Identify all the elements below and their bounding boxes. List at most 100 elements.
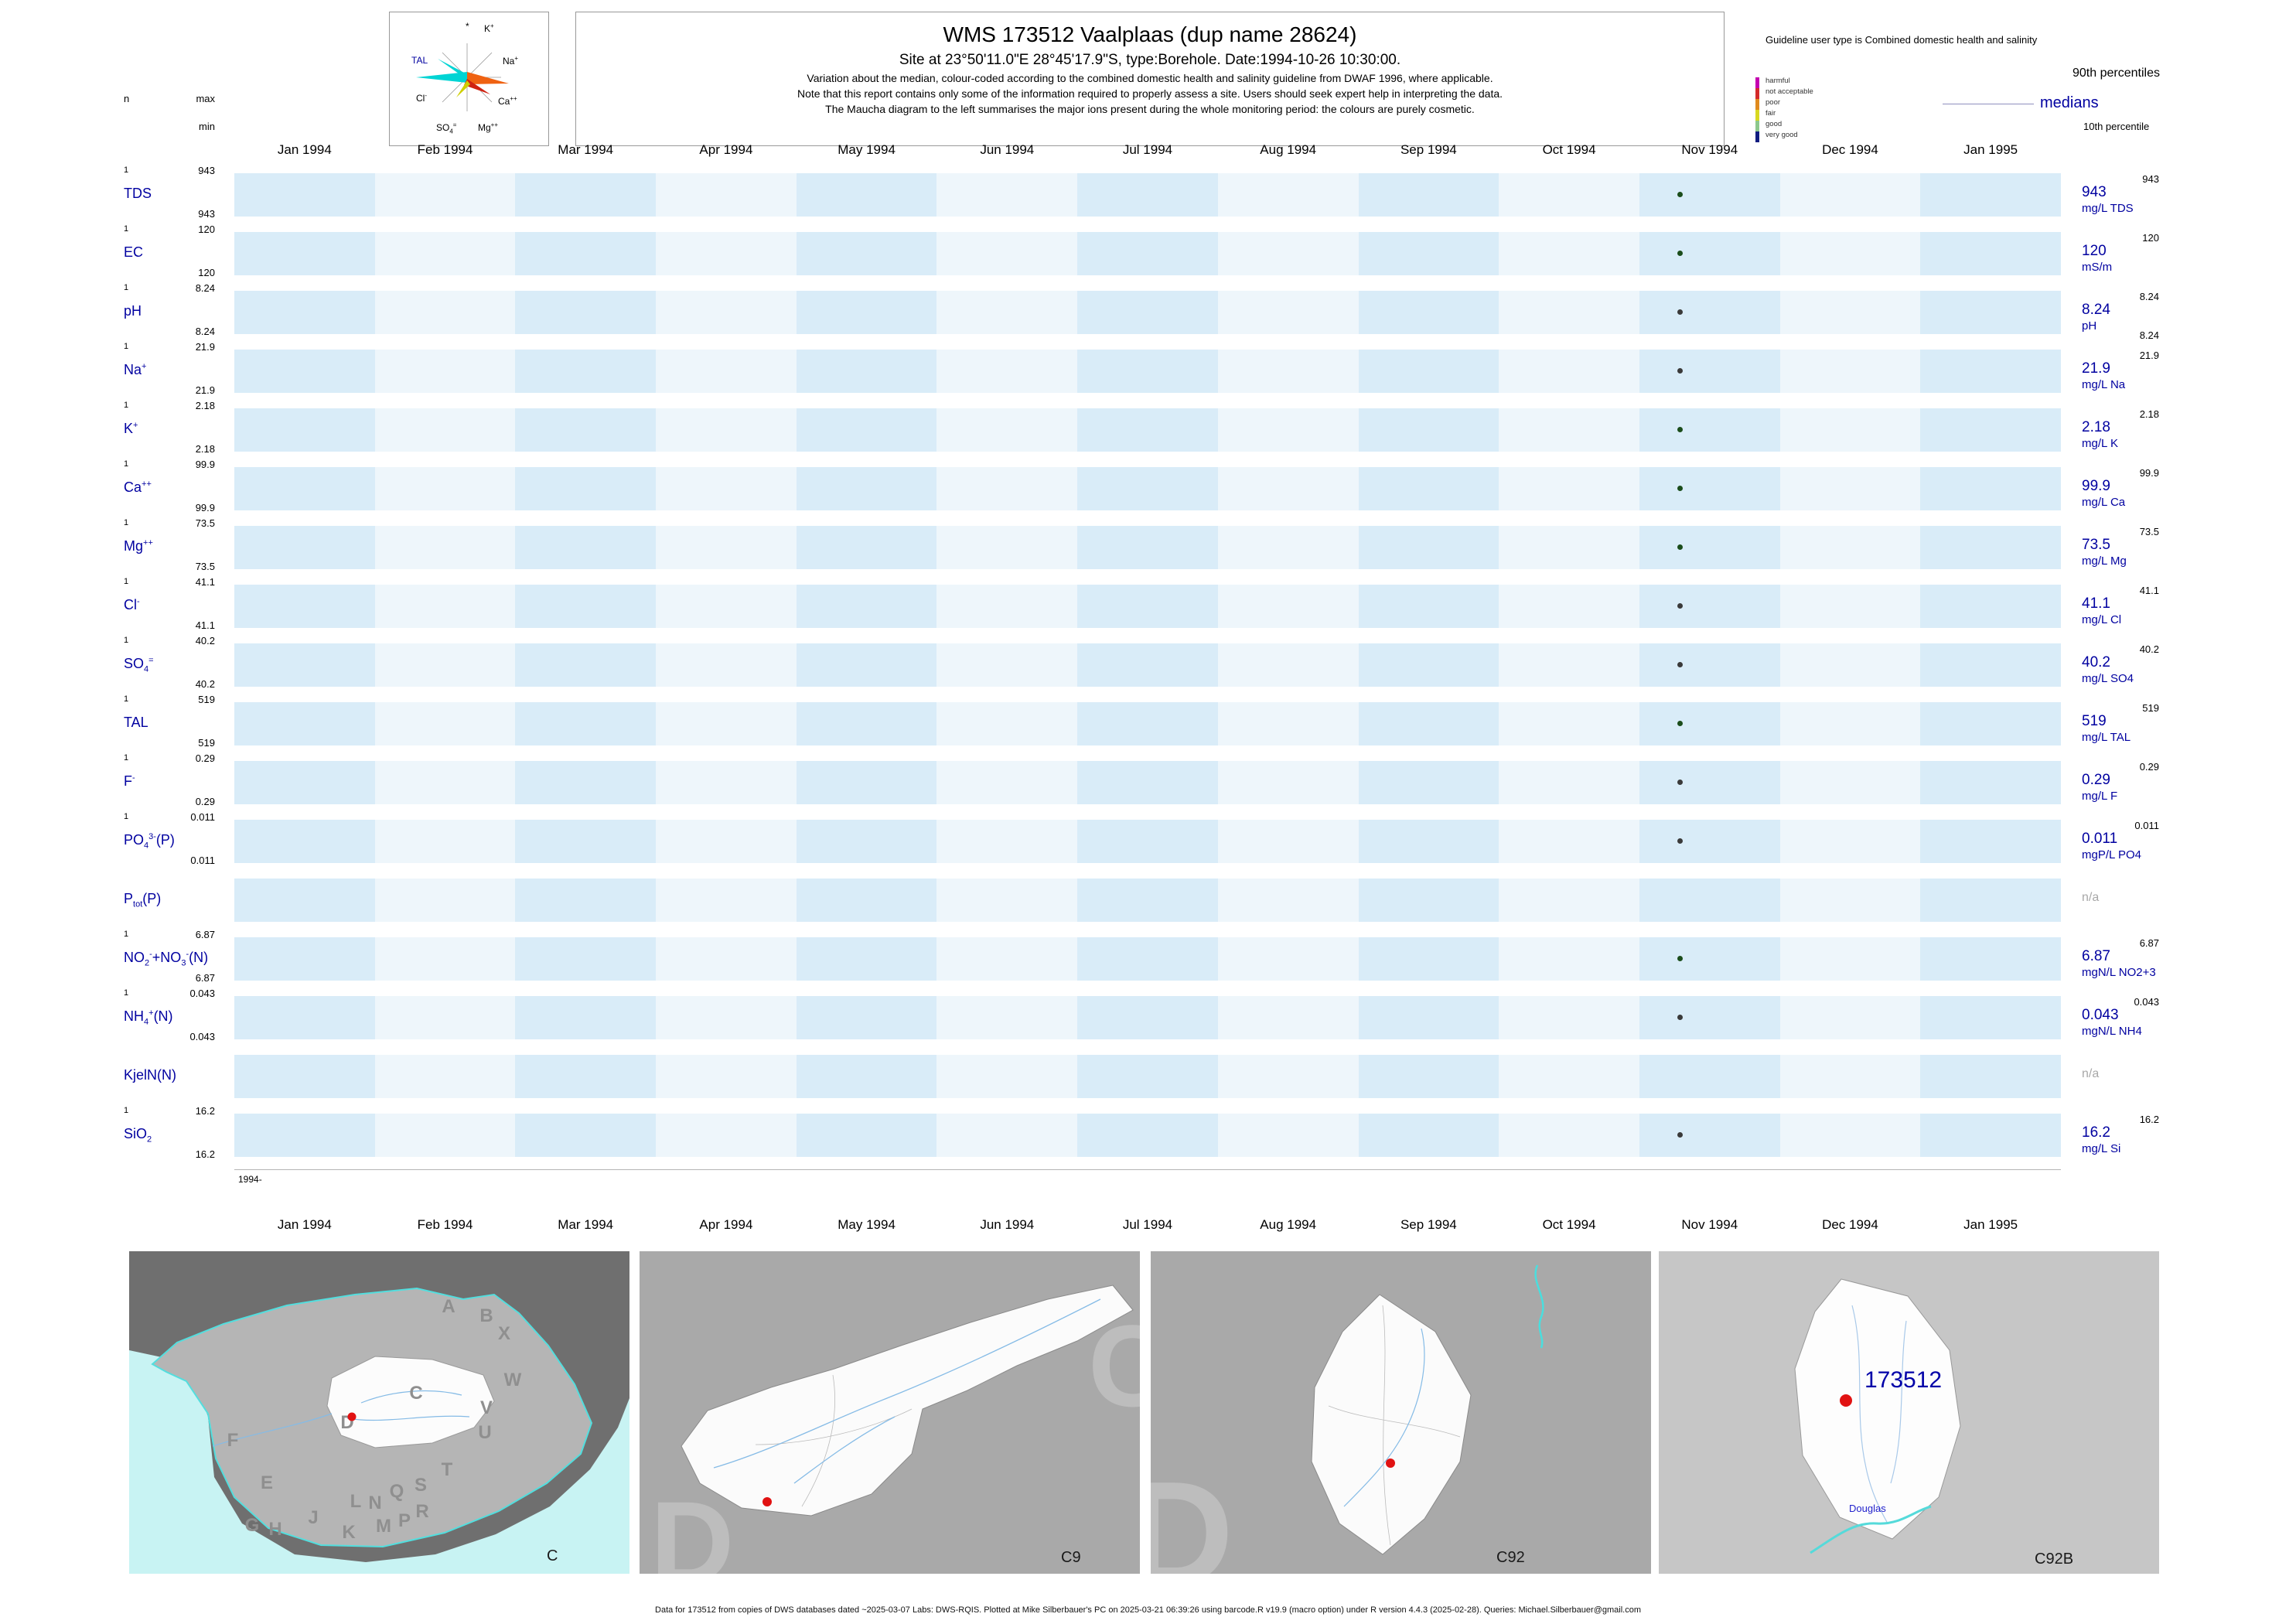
plot-band [234,1114,2061,1157]
month-cell [1499,937,1639,981]
month-header: Dec 1994 [1822,1217,1878,1232]
plot-band [234,232,2061,275]
month-cell [1499,173,1639,217]
max-value: 0.29 [195,752,215,764]
river-lines [713,1298,1101,1484]
month-cell [234,408,375,452]
p90-value: 519 [2142,702,2159,714]
param-label-ph: pH [124,303,142,319]
month-header: Jul 1994 [1122,142,1173,157]
legend-color-very-good [1755,131,1759,142]
site-marker [762,1497,772,1506]
month-cell [1077,702,1218,745]
sample-count: 1 [124,518,129,527]
median-value: 41.1 [2082,595,2110,612]
month-cell [1920,173,2061,217]
param-label-k: K+ [124,421,138,436]
month-cell [234,761,375,804]
month-cell [1217,937,1359,981]
p90-value: 943 [2142,173,2159,185]
month-header: Aug 1994 [1260,1217,1317,1232]
month-cell [1639,350,1780,393]
month-header: Jun 1994 [980,142,1035,157]
maucha-label-tal: TAL [411,55,428,66]
month-cell [1499,232,1639,275]
param-row-ph: pH 1 8.24 8.24 8.24 8.24 pH 8.24 [0,281,2296,341]
month-header: Jan 1994 [277,1217,332,1232]
data-point [1677,368,1683,374]
param-row-f: F- 1 0.29 0.29 0.29 0.29 mg/L F [0,752,2296,810]
region-letter-T: T [442,1459,453,1480]
data-point [1677,603,1683,609]
data-point [1677,838,1683,844]
month-cell [656,408,797,452]
month-header: Oct 1994 [1542,142,1596,157]
month-cell [796,761,937,804]
month-cell [1639,996,1780,1039]
param-label-no2no3: NO2-+NO3-(N) [124,950,209,968]
month-cell [1217,702,1359,745]
p90-value: 8.24 [2139,291,2159,302]
p90-value: 0.29 [2139,761,2159,773]
legend-color-harmful [1755,77,1759,88]
p90-value: 0.011 [2134,820,2159,831]
month-cell [1217,1114,1359,1157]
panel-label: C [547,1547,558,1564]
unit-label: mg/L F [2082,790,2118,803]
param-row-cl: Cl- 1 41.1 41.1 41.1 41.1 mg/L Cl [0,575,2296,634]
plot-band [234,643,2061,687]
min-value: 120 [198,267,215,278]
month-cell [374,350,516,393]
region-letter-K: K [342,1522,356,1543]
month-header: Jul 1994 [1122,1217,1173,1232]
month-cell [1217,526,1359,569]
month-header: Jan 1995 [1963,142,2018,157]
month-cell [656,350,797,393]
month-cell [515,467,657,510]
note-guideline: Variation about the median, colour-coded… [807,72,1493,84]
month-cell [796,820,937,863]
month-cell [374,585,516,628]
month-cell [374,408,516,452]
month-cell [1077,879,1218,922]
site-marker [1386,1459,1395,1468]
median-value: 8.24 [2082,302,2110,318]
month-cell [1077,467,1218,510]
month-cell [796,879,937,922]
month-cell [936,291,1078,334]
legend-medians: medians [2040,94,2099,111]
month-cell [515,937,657,981]
legend-scale-label: not acceptable [1765,87,1813,96]
median-value: 6.87 [2082,948,2110,964]
unit-label: pH [2082,319,2097,333]
page-title: WMS 173512 Vaalplaas (dup name 28624) [943,22,1357,46]
month-cell [1358,761,1499,804]
month-cell [1077,232,1218,275]
region-letter-N: N [368,1493,381,1513]
month-cell [234,232,375,275]
sample-count: 1 [124,753,129,763]
max-value: 41.1 [195,576,215,588]
month-cell [656,232,797,275]
month-cell [1920,1114,2061,1157]
min-value: 21.9 [195,384,215,396]
month-cell [1779,173,1921,217]
region-letter-H: H [268,1519,281,1540]
month-cell [796,702,937,745]
month-cell [1779,937,1921,981]
param-label-cl: Cl- [124,597,140,612]
month-cell [1358,232,1499,275]
month-cell [1358,643,1499,687]
month-cell [1920,702,2061,745]
p90-value: 16.2 [2139,1114,2159,1125]
site-number-label: 173512 [1864,1367,1942,1393]
month-cell [374,820,516,863]
month-header: May 1994 [838,142,896,157]
month-cell [1217,350,1359,393]
river-lines [212,1390,470,1447]
month-cell [1217,408,1359,452]
map-panel-secondary-catchment: D C92 [1128,1251,1651,1615]
max-value: 519 [198,694,215,705]
month-cell [1217,291,1359,334]
plot-band [234,937,2061,981]
